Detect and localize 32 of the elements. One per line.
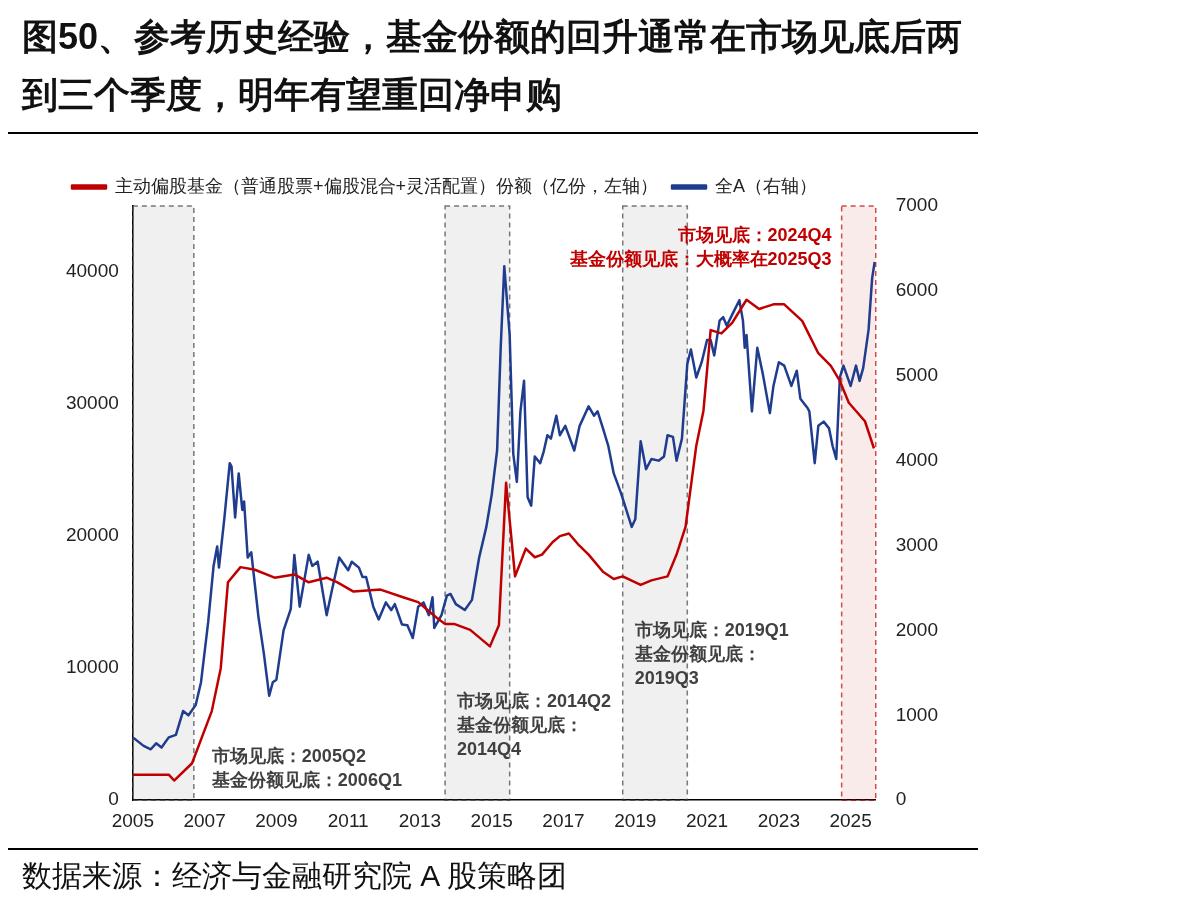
y-tick-label: 30000 [65, 392, 119, 414]
y-tick-label: 20000 [65, 524, 119, 546]
y2-tick-label: 7000 [895, 194, 939, 216]
band-label: 市场见底：2005Q2 基金份额见底：2006Q1 [210, 745, 402, 790]
x-tick-label: 2025 [829, 809, 872, 831]
y2-tick-label: 1000 [895, 703, 939, 725]
chart-title: 图50、参考历史经验，基金份额的回升通常在市场见底后两到三个季度，明年有望重回净申购 [8, 8, 978, 134]
x-tick-label: 2009 [255, 809, 298, 831]
band-label: 市场见底：2024Q4 基金份额见底：大概率在2025Q3 [568, 224, 832, 269]
x-tick-label: 2023 [757, 809, 800, 831]
y-tick-label: 0 [108, 788, 119, 810]
y2-tick-label: 2000 [895, 618, 939, 640]
x-tick-label: 2007 [183, 809, 226, 831]
x-tick-label: 2019 [614, 809, 657, 831]
y-tick-label: 40000 [65, 260, 119, 282]
y-tick-label: 10000 [65, 656, 119, 678]
band-label: 市场见底：2019Q1 基金份额见底： 2019Q3 [633, 619, 789, 688]
x-tick-label: 2015 [470, 809, 513, 831]
x-tick-label: 2005 [111, 809, 154, 831]
band-label: 市场见底：2014Q2 基金份额见底： 2014Q4 [456, 691, 612, 760]
y2-tick-label: 6000 [895, 279, 939, 301]
y2-tick-label: 3000 [895, 533, 939, 555]
x-tick-label: 2013 [398, 809, 442, 831]
legend-label: 主动偏股基金（普通股票+偏股混合+灵活配置）份额（亿份，左轴） [115, 175, 659, 196]
x-tick-label: 2021 [685, 809, 729, 831]
y2-tick-label: 4000 [895, 448, 939, 470]
y2-tick-label: 5000 [895, 364, 939, 386]
source-note: 数据来源：经济与金融研究院 A 股策略团 [22, 858, 569, 894]
legend-label: 全A（右轴） [715, 175, 818, 196]
x-tick-label: 2011 [327, 809, 369, 831]
y2-tick-label: 0 [895, 788, 907, 810]
x-tick-label: 2017 [542, 809, 585, 831]
